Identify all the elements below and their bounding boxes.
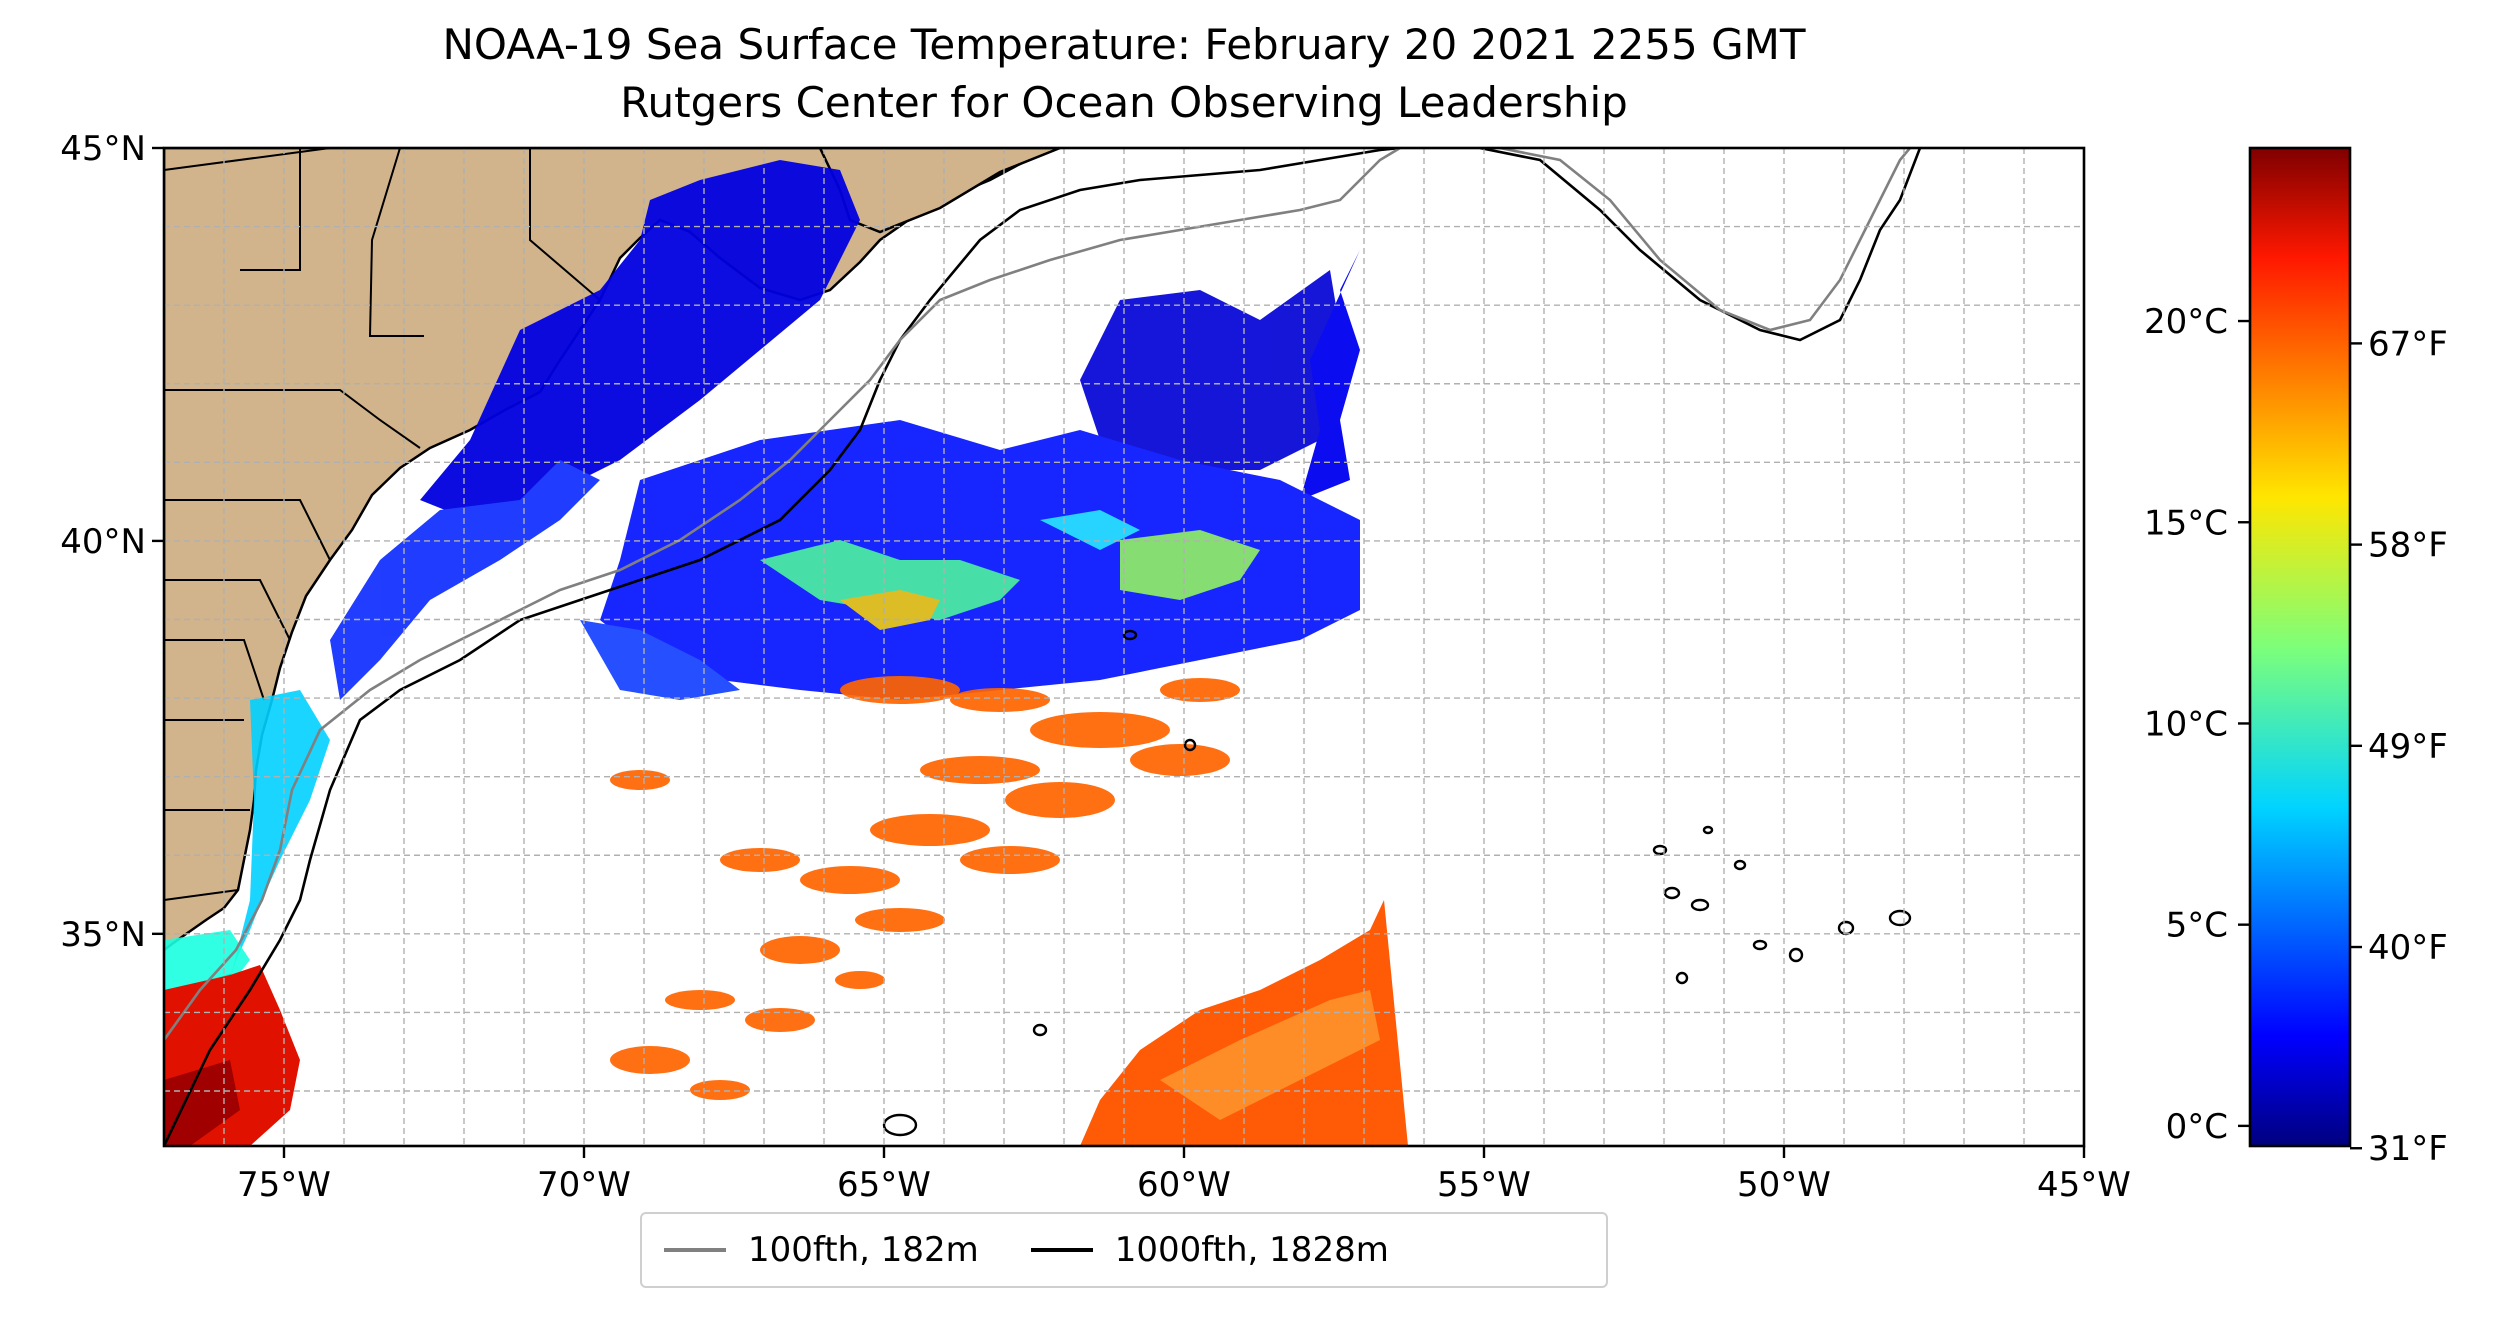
lon-tick-label: 45°W xyxy=(2037,1165,2131,1205)
map-title: NOAA-19 Sea Surface Temperature: Februar… xyxy=(442,20,1806,69)
colorbar xyxy=(2248,146,2352,1148)
celsius-tick-label: 0°C xyxy=(2166,1107,2228,1147)
lon-tick-label: 75°W xyxy=(237,1165,331,1205)
lon-tick-label: 55°W xyxy=(1437,1165,1531,1205)
fahrenheit-tick-label: 31°F xyxy=(2368,1129,2448,1169)
legend-label: 1000fth, 1828m xyxy=(1114,1230,1389,1270)
celsius-tick-label: 15°C xyxy=(2144,503,2228,543)
celsius-tick-label: 20°C xyxy=(2144,302,2228,342)
fahrenheit-tick-label: 58°F xyxy=(2368,526,2448,566)
legend-item-1000fth: 1000fth, 1828m xyxy=(1030,1230,1389,1270)
legend-swatch-1000fth xyxy=(1030,1248,1093,1252)
legend-swatch-100fth xyxy=(664,1248,726,1252)
lon-tick-label: 65°W xyxy=(837,1165,931,1205)
lat-tick-label: 40°N xyxy=(60,522,146,562)
fahrenheit-tick-label: 40°F xyxy=(2368,928,2448,968)
fahrenheit-tick-label: 49°F xyxy=(2368,727,2448,767)
celsius-tick-label: 5°C xyxy=(2166,906,2228,946)
legend: 100fth, 182m 1000fth, 1828m xyxy=(640,1212,1608,1288)
map-frame xyxy=(162,146,2086,1148)
celsius-tick-label: 10°C xyxy=(2144,704,2228,744)
legend-label: 100fth, 182m xyxy=(748,1230,979,1270)
contour-1000fth xyxy=(164,148,1401,1146)
lon-tick-label: 50°W xyxy=(1737,1165,1831,1205)
legend-item-100fth: 100fth, 182m xyxy=(664,1230,979,1270)
lat-tick-label: 35°N xyxy=(60,915,146,955)
map-subtitle: Rutgers Center for Ocean Observing Leade… xyxy=(620,78,1628,127)
lon-tick-label: 70°W xyxy=(537,1165,631,1205)
fahrenheit-tick-label: 67°F xyxy=(2368,324,2448,364)
lat-tick-label: 45°N xyxy=(60,129,146,169)
lon-tick-label: 60°W xyxy=(1137,1165,1231,1205)
